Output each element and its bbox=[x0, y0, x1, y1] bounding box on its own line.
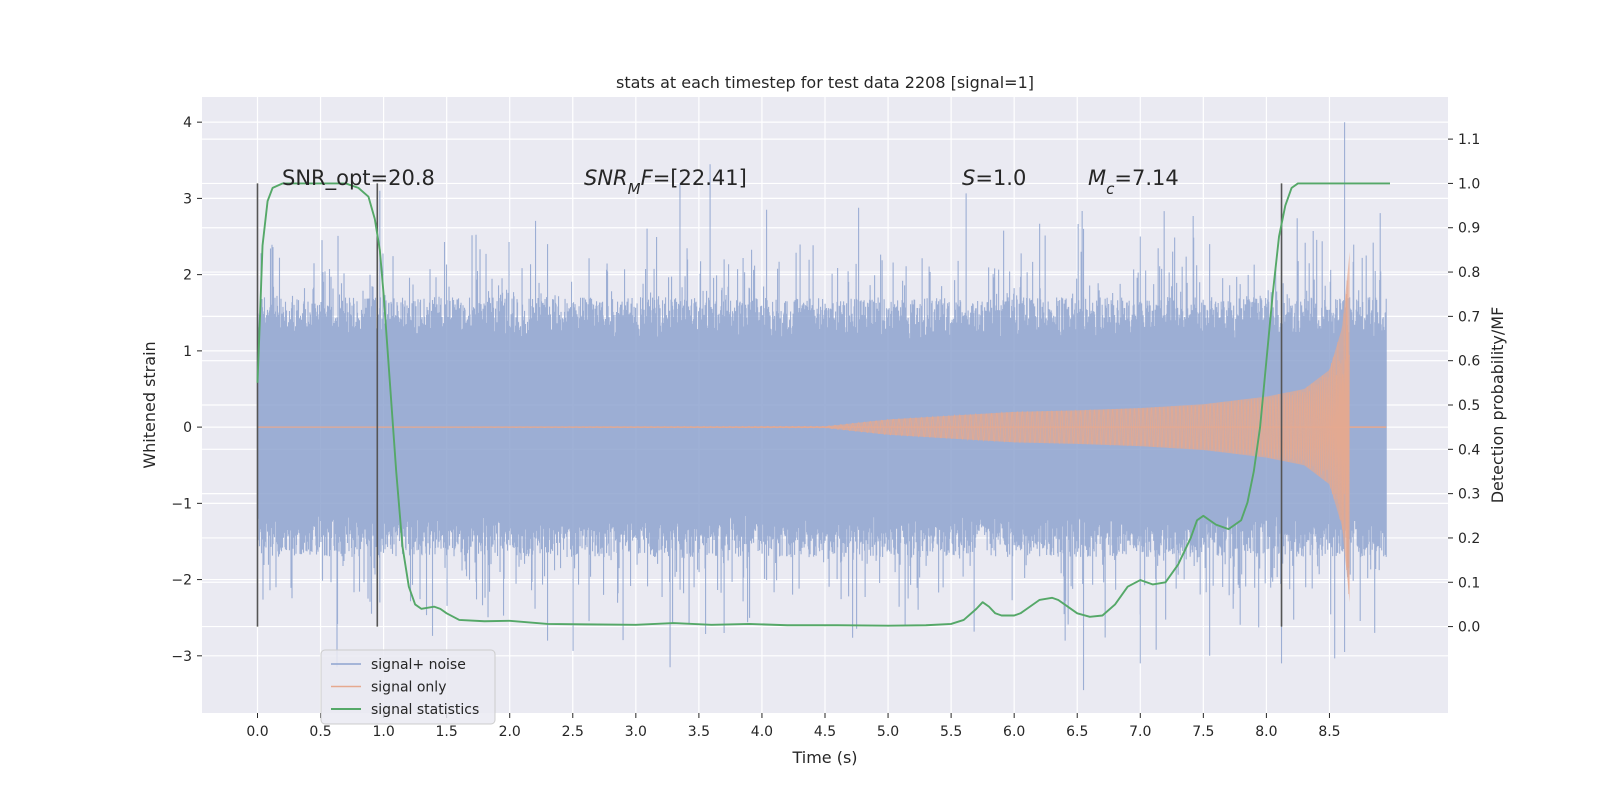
legend-label-2: signal statistics bbox=[371, 702, 479, 718]
y-right-tick-label-1: 0.1 bbox=[1458, 575, 1480, 591]
y-left-tick-label-7: 4 bbox=[183, 115, 192, 131]
x-tick-label-8: 4.0 bbox=[751, 724, 773, 740]
y-axis-label-left: Whitened strain bbox=[140, 341, 159, 468]
legend-label-1: signal only bbox=[371, 680, 446, 696]
x-tick-label-1: 0.5 bbox=[309, 724, 331, 740]
x-tick-label-2: 1.0 bbox=[372, 724, 394, 740]
y-right-tick-label-4: 0.4 bbox=[1458, 442, 1480, 458]
x-tick-label-12: 6.0 bbox=[1003, 724, 1025, 740]
y-right-tick-label-8: 0.8 bbox=[1458, 265, 1480, 281]
x-axis-label: Time (s) bbox=[791, 748, 857, 767]
y-left-tick-label-5: 2 bbox=[183, 268, 192, 284]
x-tick-label-16: 8.0 bbox=[1255, 724, 1277, 740]
annotation-snr-opt: SNR_opt=20.8 bbox=[282, 166, 435, 191]
legend: signal+ noise signal only signal statistic… bbox=[320, 649, 496, 725]
y-right-tick-label-10: 1.0 bbox=[1458, 176, 1480, 192]
x-tick-label-14: 7.0 bbox=[1129, 724, 1151, 740]
x-tick-label-15: 7.5 bbox=[1192, 724, 1214, 740]
x-tick-label-4: 2.0 bbox=[499, 724, 521, 740]
ticks: 0.0 0.5 1.0 1.5 2.0 2.5 3.0 3.5 4.0 4.5 5.0 5.5 6.0 6… bbox=[171, 115, 1480, 740]
y-right-tick-label-7: 0.7 bbox=[1458, 309, 1480, 325]
y-right-tick-label-5: 0.5 bbox=[1458, 398, 1480, 414]
legend-label-0: signal+ noise bbox=[371, 657, 466, 673]
chart-title: stats at each timestep for test data 220… bbox=[616, 73, 1034, 92]
x-tick-label-10: 5.0 bbox=[877, 724, 899, 740]
y-left-tick-label-0: −3 bbox=[171, 649, 192, 665]
x-tick-label-3: 1.5 bbox=[436, 724, 458, 740]
y-left-tick-label-6: 3 bbox=[183, 191, 192, 207]
x-tick-label-5: 2.5 bbox=[562, 724, 584, 740]
y-right-tick-label-11: 1.1 bbox=[1458, 132, 1480, 148]
y-right-tick-label-9: 0.9 bbox=[1458, 221, 1480, 237]
x-tick-label-11: 5.5 bbox=[940, 724, 962, 740]
y-right-tick-label-0: 0.0 bbox=[1458, 620, 1480, 636]
y-left-tick-label-4: 1 bbox=[183, 344, 192, 360]
signal-statistics-line bbox=[256, 182, 1390, 627]
annotation-s: S=1.0 bbox=[962, 166, 1026, 190]
annotation-mc: Mc=7.14 bbox=[1088, 166, 1179, 198]
series-signal-only bbox=[257, 251, 1387, 603]
y-axis-label-right: Detection probability/MF bbox=[1488, 307, 1507, 504]
legend-box bbox=[320, 649, 496, 725]
x-tick-label-13: 6.5 bbox=[1066, 724, 1088, 740]
x-tick-label-0: 0.0 bbox=[246, 724, 268, 740]
annotation-snr-mf: SNRMF=[22.41] bbox=[584, 166, 747, 198]
annotations: SNR_opt=20.8 SNRMF=[22.41] S=1.0 Mc=7.14 bbox=[282, 166, 1179, 198]
series-signal-statistics bbox=[256, 182, 1390, 627]
x-tick-label-17: 8.5 bbox=[1318, 724, 1340, 740]
x-tick-label-6: 3.0 bbox=[625, 724, 647, 740]
y-left-tick-label-2: −1 bbox=[171, 496, 192, 512]
x-tick-label-7: 3.5 bbox=[688, 724, 710, 740]
y-left-tick-label-3: 0 bbox=[183, 420, 192, 436]
x-tick-label-9: 4.5 bbox=[814, 724, 836, 740]
y-right-tick-label-2: 0.2 bbox=[1458, 531, 1480, 547]
y-right-tick-label-3: 0.3 bbox=[1458, 487, 1480, 503]
y-left-tick-label-1: −2 bbox=[171, 573, 192, 589]
y-right-tick-label-6: 0.6 bbox=[1458, 354, 1480, 370]
vertical-lines bbox=[256, 183, 1283, 627]
